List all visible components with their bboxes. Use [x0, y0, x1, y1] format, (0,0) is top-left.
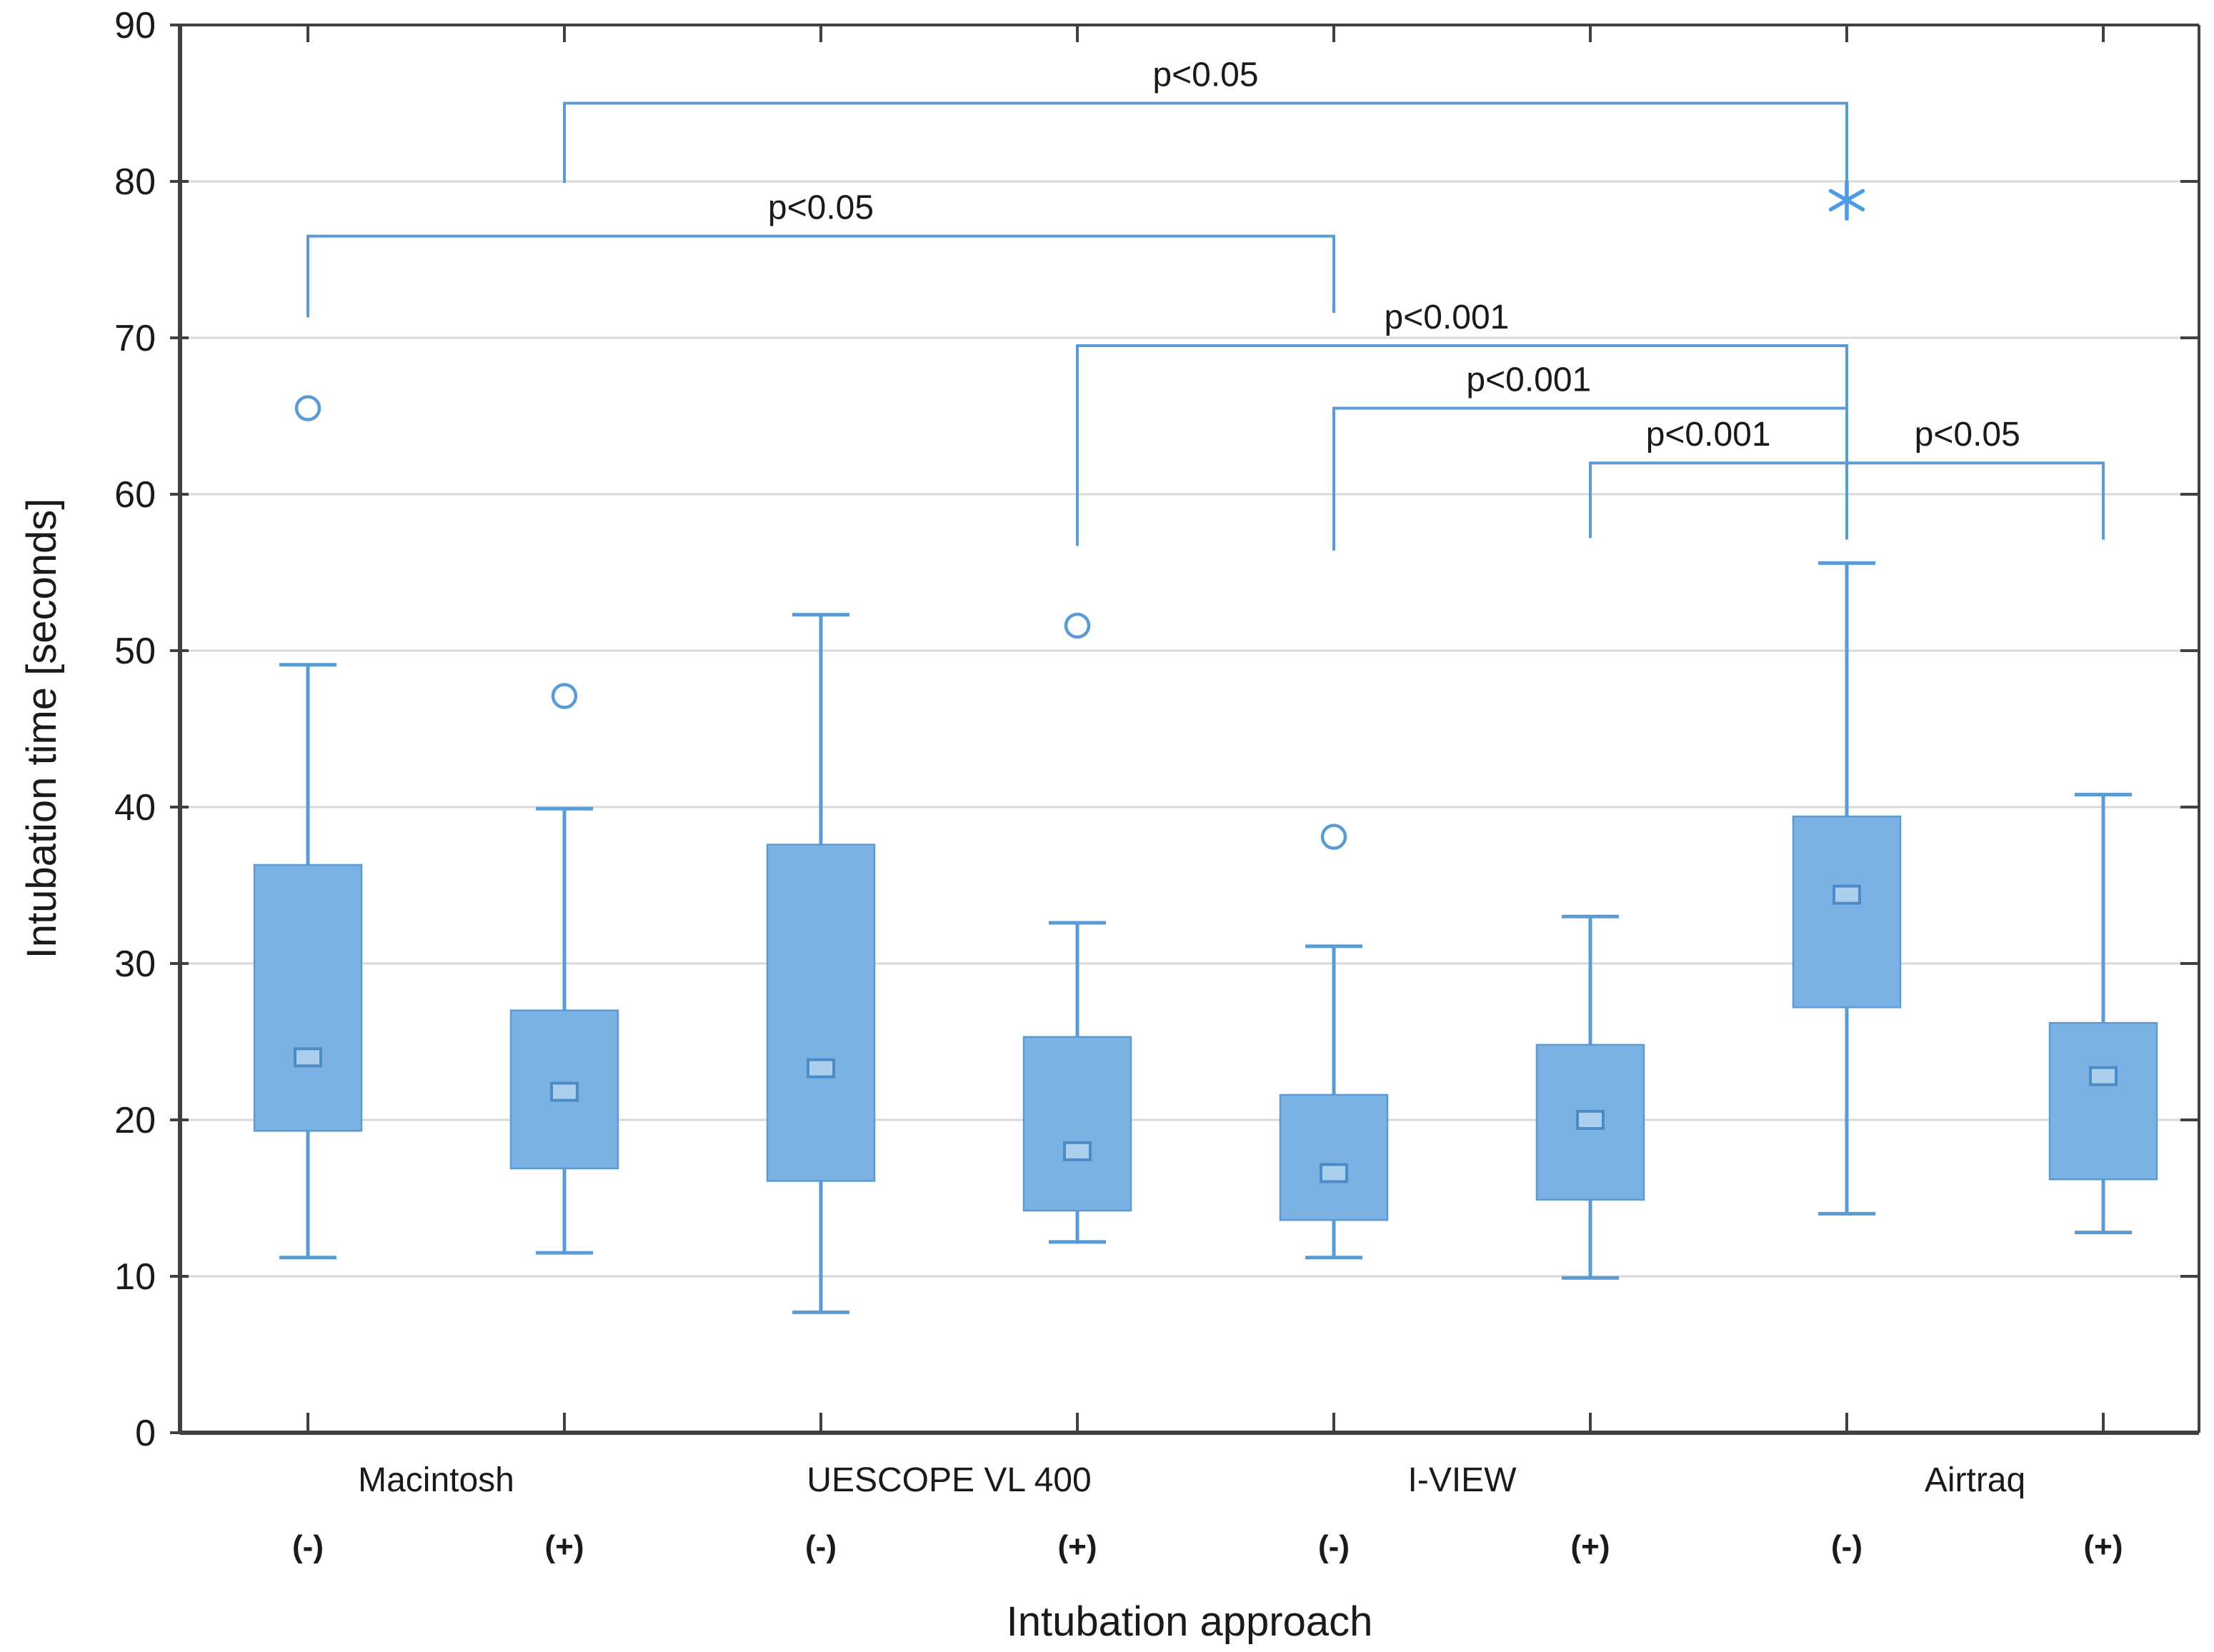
y-tick-label-10: 10	[114, 1256, 156, 1298]
iqr-box	[1022, 1036, 1132, 1212]
outlier-circle-0	[551, 683, 578, 709]
mean-marker	[1576, 1110, 1605, 1130]
iqr-box	[766, 843, 876, 1182]
significance-bracket-5	[1845, 461, 2105, 540]
y-tick-label-40: 40	[114, 787, 156, 828]
outlier-circle-0	[1320, 824, 1347, 850]
iqr-box	[2048, 1021, 2158, 1181]
x-tick-variant-label-i-view-minus: (-)	[1318, 1529, 1350, 1564]
mean-marker	[1063, 1141, 1092, 1161]
iqr-box	[253, 863, 363, 1132]
box-airtraq-plus	[2048, 792, 2158, 1235]
y-tick-label-0: 0	[135, 1413, 156, 1454]
y-axis-title: Intubation time [seconds]	[19, 499, 65, 959]
y-tick-label-90: 90	[114, 5, 156, 46]
outlier-circle-0	[1064, 612, 1091, 639]
p-value-label-1: p<0.05	[768, 189, 874, 227]
p-value-label-3: p<0.001	[1466, 361, 1591, 399]
x-tick-variant-label-i-view-plus: (+)	[1571, 1529, 1610, 1564]
x-axis-title: Intubation approach	[1007, 1598, 1373, 1645]
mean-marker	[807, 1058, 835, 1078]
x-tick-variant-label-macintosh-plus: (+)	[545, 1529, 584, 1564]
box-macintosh-minus	[253, 395, 363, 1260]
significance-bracket-0	[563, 101, 1848, 184]
outlier-asterisk-0	[1828, 179, 1865, 221]
y-tick-label-50: 50	[114, 631, 156, 672]
y-tick-label-20: 20	[114, 1100, 156, 1141]
significance-bracket-4	[1589, 461, 1848, 540]
x-tick-variant-label-uescope-vl-400-minus: (-)	[805, 1529, 837, 1564]
y-tick-label-70: 70	[114, 318, 156, 359]
iqr-box	[1279, 1093, 1389, 1221]
p-value-label-5: p<0.05	[1915, 416, 2020, 454]
mean-marker	[550, 1081, 579, 1102]
x-tick-variant-label-airtraq-plus: (+)	[2084, 1529, 2123, 1564]
iqr-box	[1792, 815, 1902, 1008]
mean-marker	[294, 1047, 322, 1068]
x-group-label-macintosh: Macintosh	[358, 1461, 514, 1499]
box-uescope-vl-400-plus	[1022, 612, 1132, 1244]
y-tick-label-60: 60	[114, 474, 156, 516]
x-group-label-i-view: I-VIEW	[1408, 1461, 1517, 1499]
plot-area: 0 10 20 30 40 50 60 70 80 90 (-) (+) (-) (+) (-) (+) (-)…	[114, 5, 2200, 1564]
x-tick-variant-label-macintosh-minus: (-)	[292, 1529, 324, 1564]
x-group-label-airtraq: Airtraq	[1925, 1461, 2025, 1499]
y-tick-label-30: 30	[114, 943, 156, 985]
box-i-view-plus	[1535, 914, 1645, 1280]
x-group-label-uescope-vl-400: UESCOPE VL 400	[807, 1461, 1091, 1499]
outlier-circle-0	[294, 395, 321, 421]
mean-marker	[1832, 884, 1861, 905]
y-tick-label-80: 80	[114, 161, 156, 203]
mean-marker	[2089, 1066, 2118, 1086]
mean-marker	[1320, 1163, 1348, 1183]
box-macintosh-plus	[509, 683, 619, 1255]
x-tick-variant-label-uescope-vl-400-plus: (+)	[1058, 1529, 1097, 1564]
x-tick-variant-label-airtraq-minus: (-)	[1831, 1529, 1863, 1564]
p-value-label-4: p<0.001	[1646, 416, 1771, 454]
asterisk-ray	[1828, 189, 1865, 212]
box-uescope-vl-400-minus	[766, 613, 876, 1314]
significance-bracket-1	[306, 234, 1335, 318]
box-i-view-minus	[1279, 824, 1389, 1260]
p-value-label-2: p<0.001	[1385, 299, 1510, 336]
box-airtraq-minus	[1792, 179, 1902, 1216]
p-value-label-0: p<0.05	[1152, 56, 1258, 94]
